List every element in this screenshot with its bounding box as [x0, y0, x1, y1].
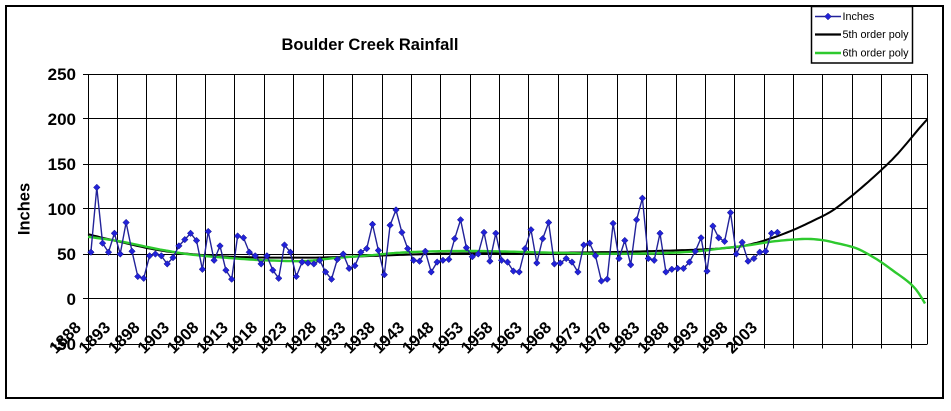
svg-text:6th order poly: 6th order poly	[843, 48, 910, 60]
svg-text:Inches: Inches	[843, 11, 875, 23]
svg-text:-50: -50	[51, 335, 76, 354]
svg-text:200: 200	[48, 110, 76, 129]
svg-text:Boulder Creek Rainfall: Boulder Creek Rainfall	[282, 36, 459, 54]
svg-text:250: 250	[48, 65, 76, 84]
svg-text:5th order poly: 5th order poly	[843, 29, 910, 41]
svg-text:0: 0	[67, 290, 76, 309]
svg-text:100: 100	[48, 200, 76, 219]
svg-text:150: 150	[48, 155, 76, 174]
svg-text:50: 50	[57, 245, 76, 264]
svg-text:Inches: Inches	[16, 183, 34, 235]
